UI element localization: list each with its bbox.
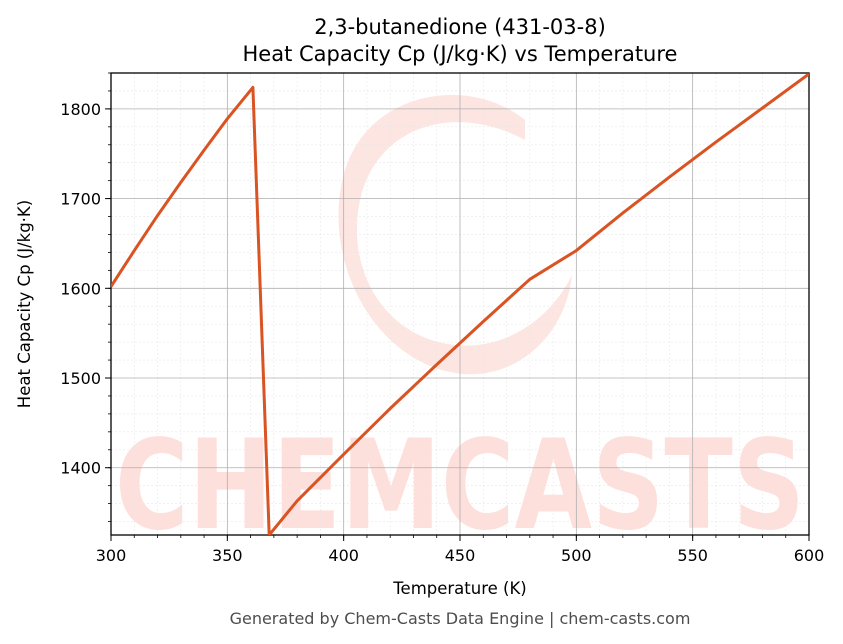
y-tick-label: 1600 (60, 279, 101, 298)
y-tick-label: 1700 (60, 190, 101, 209)
x-tick-label: 500 (561, 546, 592, 565)
chart-subtitle: Heat Capacity Cp (J/kg·K) vs Temperature (243, 42, 678, 66)
x-axis-label: Temperature (K) (392, 579, 526, 598)
chart-title: 2,3-butanedione (431-03-8) (314, 15, 606, 39)
x-tick-label: 450 (445, 546, 476, 565)
axis-ticks (105, 72, 810, 541)
y-tick-label: 1400 (60, 459, 101, 478)
x-tick-label: 550 (677, 546, 708, 565)
tick-labels: 300 350 400 450 500 550 600 1400 1500 1600 1700 180… (60, 100, 824, 565)
x-tick-label: 300 (96, 546, 127, 565)
footer-credit: Generated by Chem-Casts Data Engine | ch… (230, 609, 691, 628)
x-tick-label: 600 (794, 546, 825, 565)
y-tick-label: 1500 (60, 369, 101, 388)
x-tick-label: 400 (328, 546, 359, 565)
series-line (111, 73, 809, 535)
y-tick-label: 1800 (60, 100, 101, 119)
y-axis-label: Heat Capacity Cp (J/kg·K) (15, 200, 34, 408)
x-tick-label: 350 (212, 546, 243, 565)
